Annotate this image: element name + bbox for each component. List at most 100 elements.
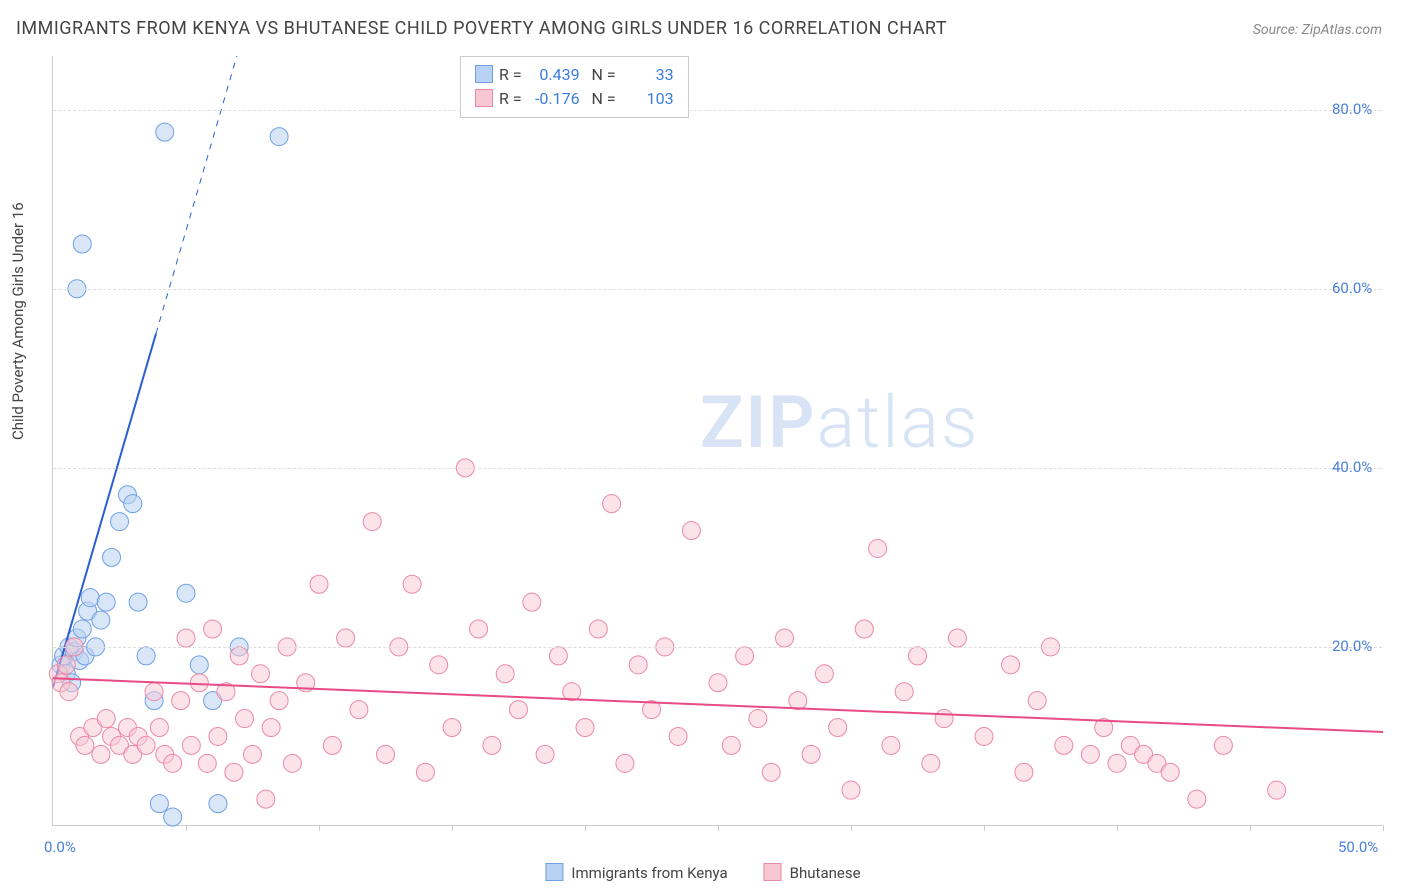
stats-box: R = 0.439 N = 33R = -0.176 N = 103 — [460, 56, 689, 118]
gridline-h — [53, 647, 1382, 648]
scatter-point — [1002, 656, 1020, 674]
scatter-point — [350, 701, 368, 719]
legend-swatch — [764, 863, 782, 881]
scatter-point — [177, 629, 195, 647]
scatter-point — [230, 647, 248, 665]
scatter-point — [172, 692, 190, 710]
scatter-point — [510, 701, 528, 719]
scatter-point — [829, 719, 847, 737]
scatter-point — [802, 745, 820, 763]
legend-label: Immigrants from Kenya — [571, 864, 727, 882]
gridline-h — [53, 289, 1382, 290]
scatter-point — [1268, 781, 1286, 799]
trend-line — [53, 334, 156, 688]
scatter-point — [244, 745, 262, 763]
y-axis-label: Child Poverty Among Girls Under 16 — [9, 202, 27, 440]
scatter-point — [323, 736, 341, 754]
scatter-point — [483, 736, 501, 754]
stats-r-value: 0.439 — [526, 63, 580, 87]
x-tick — [1383, 825, 1384, 831]
scatter-point — [1161, 763, 1179, 781]
scatter-point — [97, 593, 115, 611]
chart-title: IMMIGRANTS FROM KENYA VS BHUTANESE CHILD… — [16, 18, 947, 39]
scatter-point — [749, 710, 767, 728]
scatter-point — [403, 575, 421, 593]
scatter-point — [1188, 790, 1206, 808]
scatter-point — [1081, 745, 1099, 763]
scatter-point — [76, 736, 94, 754]
stats-swatch — [475, 89, 493, 107]
stats-swatch — [475, 65, 493, 83]
scatter-point — [150, 719, 168, 737]
scatter-point — [198, 754, 216, 772]
stats-r-value: -0.176 — [526, 87, 580, 111]
x-tick — [851, 825, 852, 831]
scatter-point — [283, 754, 301, 772]
legend-swatch — [545, 863, 563, 881]
scatter-point — [603, 495, 621, 513]
scatter-point — [589, 620, 607, 638]
scatter-svg — [53, 56, 1383, 826]
scatter-point — [882, 736, 900, 754]
scatter-point — [57, 656, 75, 674]
legend-label: Bhutanese — [790, 864, 861, 882]
gridline-h — [53, 110, 1382, 111]
scatter-point — [92, 611, 110, 629]
scatter-point — [209, 727, 227, 745]
scatter-point — [137, 736, 155, 754]
scatter-point — [97, 710, 115, 728]
y-tick-label: 80.0% — [1332, 100, 1372, 118]
scatter-point — [855, 620, 873, 638]
stats-row: R = -0.176 N = 103 — [475, 87, 674, 111]
scatter-point — [776, 629, 794, 647]
stats-n-label: N = — [591, 65, 615, 84]
scatter-point — [869, 539, 887, 557]
scatter-point — [443, 719, 461, 737]
scatter-point — [262, 719, 280, 737]
scatter-point — [190, 656, 208, 674]
gridline-h — [53, 468, 1382, 469]
x-tick — [585, 825, 586, 831]
scatter-point — [363, 513, 381, 531]
scatter-point — [922, 754, 940, 772]
scatter-point — [975, 727, 993, 745]
scatter-point — [129, 593, 147, 611]
x-tick — [452, 825, 453, 831]
x-tick — [718, 825, 719, 831]
scatter-point — [616, 754, 634, 772]
legend-item: Immigrants from Kenya — [545, 863, 727, 882]
scatter-point — [60, 683, 78, 701]
scatter-point — [523, 593, 541, 611]
trend-line-dashed — [156, 56, 237, 334]
scatter-point — [73, 620, 91, 638]
scatter-point — [164, 808, 182, 826]
scatter-point — [1214, 736, 1232, 754]
scatter-point — [182, 736, 200, 754]
y-tick-label: 20.0% — [1332, 637, 1372, 655]
scatter-point — [895, 683, 913, 701]
scatter-point — [236, 710, 254, 728]
x-tick — [186, 825, 187, 831]
x-tick — [319, 825, 320, 831]
scatter-point — [416, 763, 434, 781]
scatter-point — [164, 754, 182, 772]
scatter-point — [137, 647, 155, 665]
scatter-point — [225, 763, 243, 781]
plot-area — [52, 56, 1382, 826]
source-attribution: Source: ZipAtlas.com — [1253, 22, 1382, 38]
scatter-point — [337, 629, 355, 647]
scatter-point — [310, 575, 328, 593]
scatter-point — [124, 495, 142, 513]
scatter-point — [549, 647, 567, 665]
scatter-point — [204, 620, 222, 638]
scatter-point — [576, 719, 594, 737]
scatter-point — [145, 683, 163, 701]
scatter-point — [177, 584, 195, 602]
scatter-point — [209, 795, 227, 813]
scatter-point — [682, 522, 700, 540]
stats-n-value: 103 — [620, 87, 674, 111]
scatter-point — [935, 710, 953, 728]
scatter-point — [92, 745, 110, 763]
scatter-point — [111, 513, 129, 531]
y-tick-label: 60.0% — [1332, 279, 1372, 297]
